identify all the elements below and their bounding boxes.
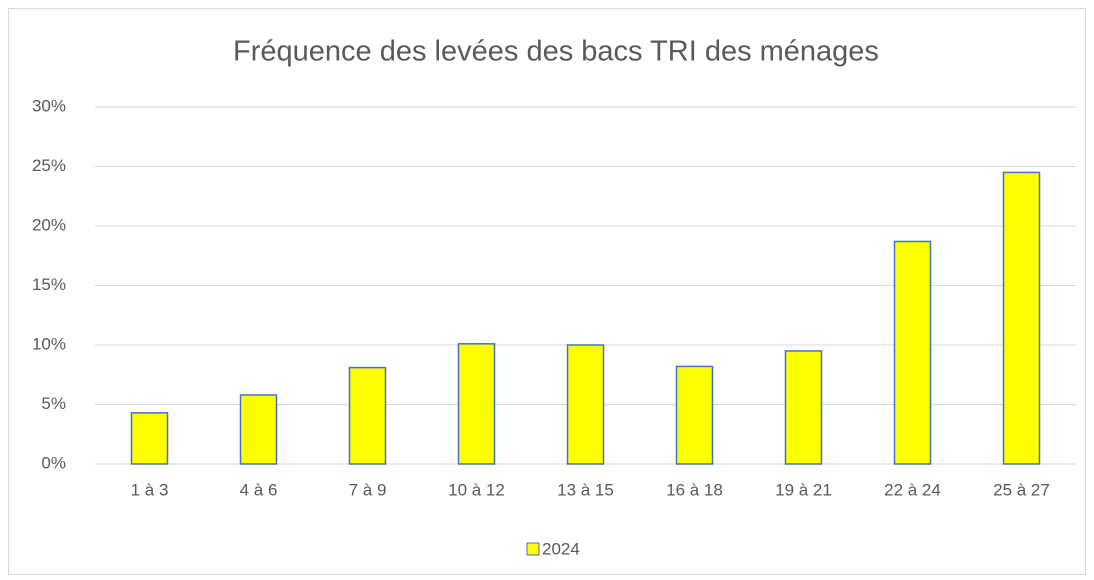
x-tick-label: 22 à 24 [884,480,941,499]
bar [675,365,714,465]
bar [457,343,496,465]
y-tick-label: 15% [32,275,66,294]
x-tick-label: 10 à 12 [448,480,505,499]
x-tick-label: 19 à 21 [775,480,832,499]
y-tick-label: 30% [32,96,66,115]
bar [784,350,823,465]
bar [348,366,387,465]
bar [130,412,169,465]
chart-title: Fréquence des levées des bacs TRI des mé… [233,36,879,68]
y-tick-label: 20% [32,215,66,234]
y-tick-label: 25% [32,156,66,175]
y-tick-label: 5% [41,394,66,413]
x-tick-label: 1 à 3 [131,480,169,499]
bar [1002,171,1041,465]
x-tick-label: 25 à 27 [993,480,1050,499]
bar [893,240,932,465]
x-tick-label: 4 à 6 [240,480,278,499]
bar [239,394,278,465]
y-tick-label: 0% [41,453,66,472]
bar [566,344,605,465]
x-tick-label: 16 à 18 [666,480,723,499]
y-tick-label: 10% [32,334,66,353]
x-tick-label: 13 à 15 [557,480,614,499]
legend-swatch [526,542,540,556]
x-tick-label: 7 à 9 [349,480,387,499]
legend-label: 2024 [542,539,580,558]
